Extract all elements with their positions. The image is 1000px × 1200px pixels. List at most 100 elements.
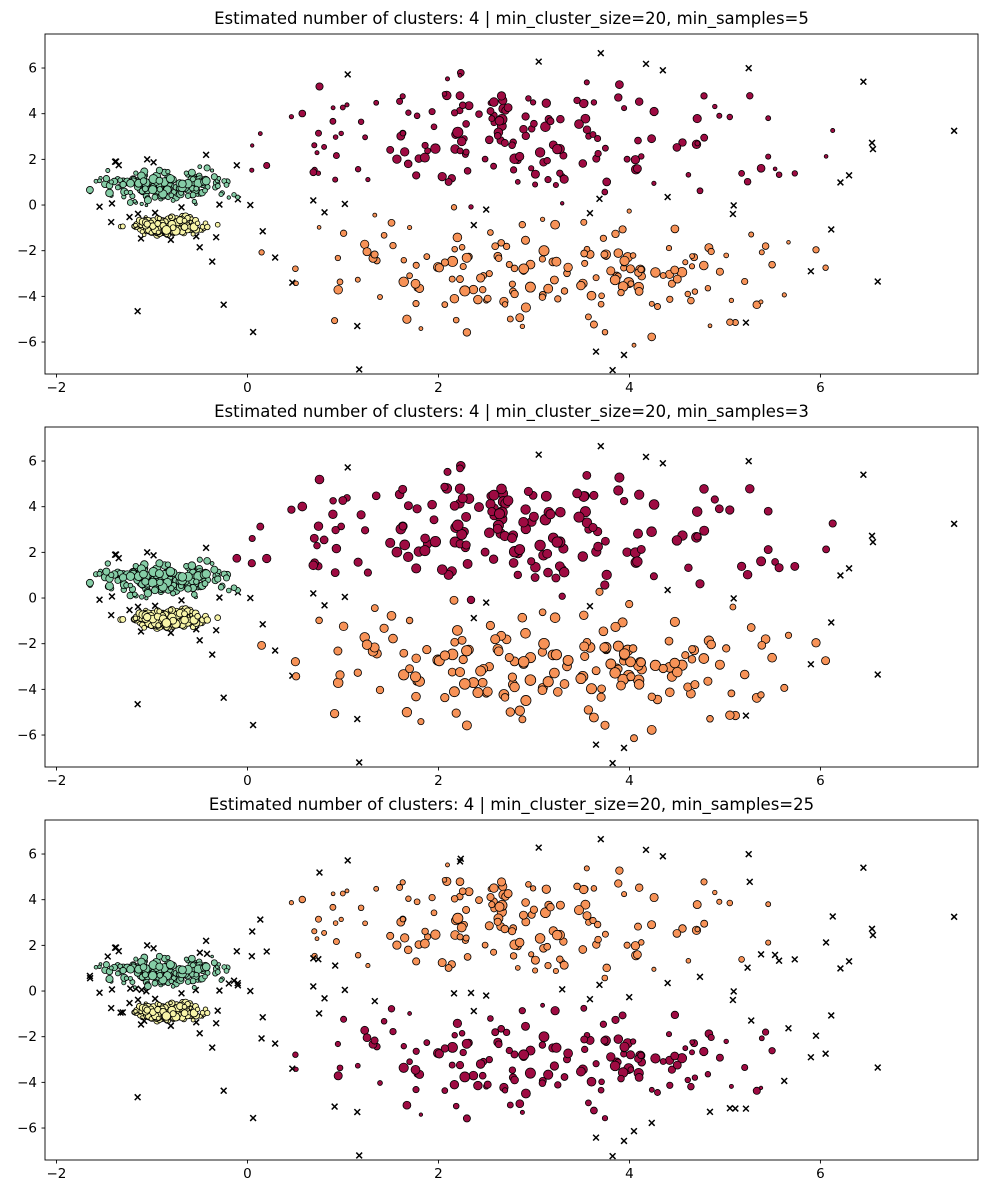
cluster-point — [745, 484, 755, 494]
cluster-point — [332, 152, 340, 160]
cluster-point — [379, 623, 389, 633]
noise-point — [134, 996, 142, 1004]
cluster-point — [389, 241, 397, 250]
cluster-point — [332, 176, 339, 183]
noise-point — [321, 208, 328, 216]
cluster-point — [161, 618, 172, 628]
cluster-point — [475, 665, 486, 677]
cluster-point — [133, 1009, 138, 1014]
cluster-point — [600, 720, 610, 730]
cluster-point — [485, 270, 493, 278]
y-tick-label: −4 — [17, 1075, 37, 1091]
cluster-point — [688, 645, 697, 654]
cluster-point — [583, 705, 594, 715]
cluster-point — [214, 969, 221, 975]
cluster-point — [458, 101, 467, 110]
cluster-point — [574, 119, 584, 129]
cluster-point — [691, 288, 699, 295]
cluster-point — [510, 1050, 519, 1059]
cluster-point — [597, 300, 605, 308]
cluster-point — [203, 616, 211, 624]
cluster-point — [696, 187, 704, 195]
noise-point — [482, 599, 490, 607]
cluster-point — [509, 952, 518, 960]
cluster-point — [687, 1082, 695, 1091]
cluster-point — [518, 1049, 530, 1061]
noise-point — [86, 974, 94, 982]
cluster-point — [218, 191, 224, 197]
noise-point — [355, 366, 363, 373]
cluster-point — [405, 664, 415, 674]
noise-point — [837, 179, 844, 186]
cluster-point — [144, 203, 149, 208]
cluster-point — [488, 489, 500, 501]
cluster-point — [141, 971, 149, 979]
noise-point — [729, 210, 737, 218]
noise-point — [812, 1032, 820, 1040]
cluster-point — [335, 670, 345, 680]
cluster-point — [489, 883, 499, 893]
cluster-point — [201, 580, 209, 587]
cluster-point — [590, 1106, 598, 1115]
cluster-point — [458, 654, 468, 665]
noise-point — [233, 947, 241, 955]
cluster-point — [380, 231, 388, 239]
cluster-point — [541, 884, 551, 894]
noise-point — [341, 986, 349, 994]
noise-point — [216, 987, 223, 994]
cluster-point — [377, 294, 383, 300]
cluster-point — [543, 157, 551, 165]
cluster-point — [616, 680, 626, 691]
x-tick-label: −2 — [47, 380, 67, 396]
noise-point — [609, 759, 617, 767]
cluster-point — [540, 121, 551, 132]
cluster-point — [517, 612, 528, 623]
cluster-point — [461, 511, 472, 522]
cluster-point — [502, 242, 511, 251]
noise-point — [315, 1009, 323, 1017]
cluster-point — [629, 252, 637, 259]
cluster-point — [188, 954, 196, 963]
cluster-point — [638, 153, 645, 160]
cluster-point — [133, 170, 139, 176]
y-tick-label: −4 — [17, 682, 37, 698]
cluster-point — [583, 79, 590, 86]
cluster-point — [689, 1049, 695, 1056]
cluster-point — [503, 889, 513, 899]
cluster-point — [588, 712, 599, 723]
cluster-point — [288, 900, 294, 906]
cluster-point — [190, 1017, 196, 1023]
cluster-point — [494, 116, 505, 126]
cluster-point — [692, 114, 702, 124]
cluster-point — [365, 177, 371, 183]
noise-point — [730, 987, 738, 995]
cluster-point — [505, 1046, 513, 1055]
noise-point — [706, 1108, 714, 1116]
cluster-point — [771, 558, 779, 566]
cluster-point — [461, 252, 472, 263]
cluster-point — [155, 952, 163, 960]
cluster-point — [606, 266, 616, 276]
cluster-point — [550, 219, 560, 230]
cluster-point — [634, 136, 642, 145]
cluster-point — [194, 1006, 201, 1012]
noise-point — [950, 127, 958, 135]
cluster-point — [108, 179, 114, 185]
cluster-point — [293, 280, 299, 286]
cluster-point — [688, 263, 696, 270]
cluster-point — [689, 253, 696, 260]
cluster-point — [449, 500, 460, 511]
cluster-point — [746, 623, 756, 632]
cluster-point — [651, 180, 657, 186]
cluster-point — [496, 877, 507, 887]
cluster-point — [411, 653, 421, 664]
cluster-point — [600, 250, 609, 259]
cluster-point — [670, 265, 680, 275]
cluster-point — [659, 1058, 667, 1065]
cluster-point — [204, 223, 211, 231]
cluster-point — [638, 939, 645, 946]
noise-point — [482, 206, 490, 214]
cluster-point — [609, 1060, 621, 1072]
cluster-point — [765, 115, 772, 122]
cluster-point — [822, 545, 830, 554]
